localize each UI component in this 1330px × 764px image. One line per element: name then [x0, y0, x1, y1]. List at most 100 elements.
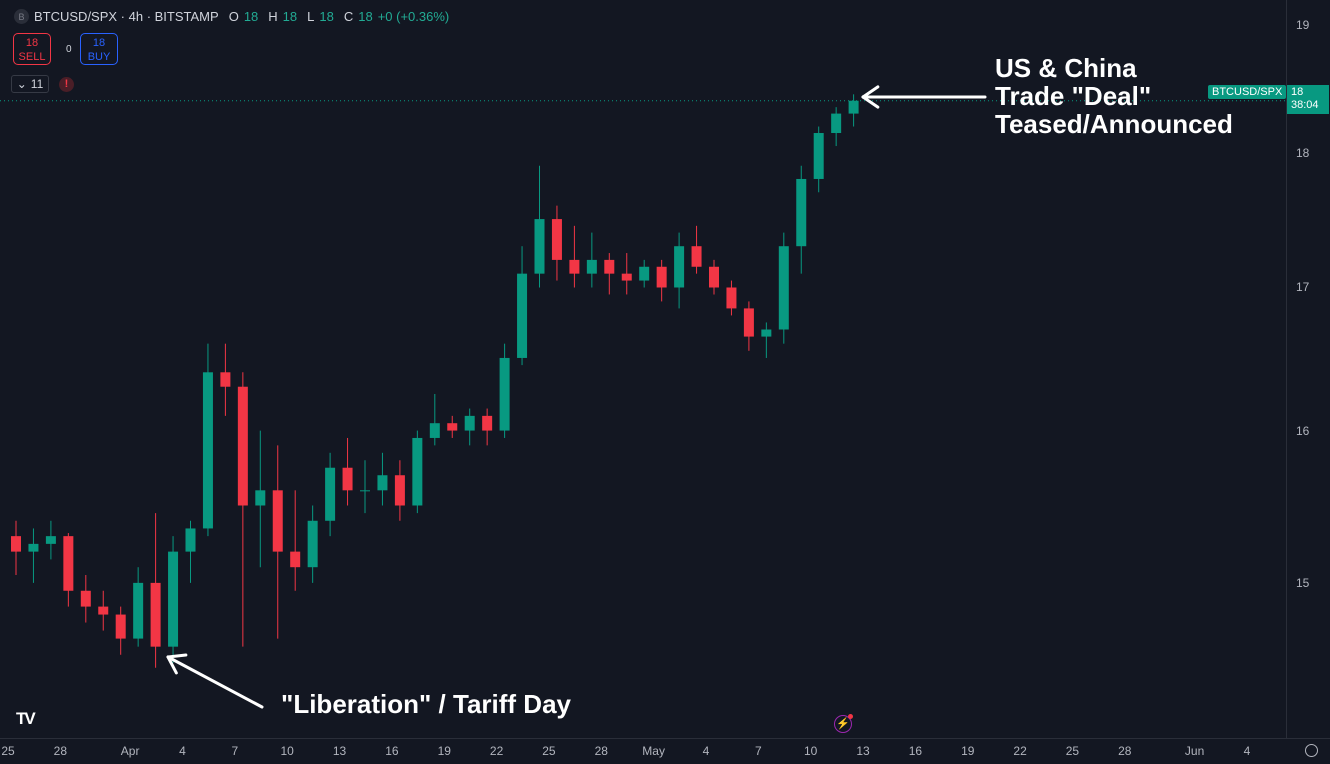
- candle-up: [831, 113, 842, 134]
- candle-down: [237, 386, 248, 506]
- candle-up: [429, 423, 440, 438]
- x-tick-label: Apr: [120, 744, 140, 758]
- candle-down: [709, 266, 719, 288]
- annotation-arrow-top-head: [861, 95, 880, 109]
- change-value: +0 (+0.36%): [377, 9, 450, 24]
- symbol-price-tag: BTCUSD/SPX: [1208, 85, 1287, 99]
- spread-value: 0: [66, 44, 72, 55]
- candle-up: [586, 259, 597, 274]
- candle-up: [796, 178, 807, 247]
- sell-price: 18: [25, 37, 39, 49]
- y-tick-label: 18: [1296, 145, 1310, 160]
- candle-down: [11, 536, 21, 552]
- high-label: H: [268, 9, 278, 24]
- annotation-arrow-bottom-head: [166, 655, 178, 675]
- annotation-arrow-top-head: [861, 85, 880, 99]
- sell-label: SELL: [18, 51, 46, 63]
- y-tick-label: 19: [1296, 18, 1310, 32]
- lightning-icon[interactable]: ⚡: [834, 714, 853, 733]
- candle-up: [778, 246, 789, 330]
- tradingview-logo[interactable]: TV: [16, 709, 36, 728]
- candle-down: [691, 246, 702, 267]
- candle-up: [534, 219, 545, 274]
- x-tick-label: 19: [437, 744, 451, 758]
- candle-down: [604, 259, 615, 274]
- annotation-line: Trade "Deal": [995, 81, 1152, 111]
- candle-down: [726, 287, 737, 309]
- price-chart[interactable]: [0, 0, 1286, 738]
- y-tick-label: 16: [1296, 423, 1310, 438]
- indicator-count: 11: [30, 77, 44, 91]
- low-value: 18: [319, 9, 334, 24]
- symbol-legend: B BTCUSD/SPX · 4h · BITSTAMP O 18 H 18 L 18…: [14, 9, 449, 24]
- x-tick-label: 28: [53, 744, 68, 758]
- x-tick-label: 28: [594, 744, 608, 758]
- high-value: 18: [282, 9, 298, 24]
- candle-up: [464, 415, 475, 431]
- annotation-arrow-bottom: [166, 655, 264, 709]
- open-value: 18: [243, 9, 259, 24]
- candle-up: [325, 467, 336, 521]
- symbol-title[interactable]: BTCUSD/SPX · 4h · BITSTAMP: [34, 9, 219, 24]
- candle-up: [499, 357, 510, 431]
- low-label: L: [307, 9, 315, 24]
- candle-up: [45, 536, 56, 544]
- x-tick-label: 7: [231, 744, 239, 758]
- candle-down: [569, 259, 580, 274]
- candle-up: [202, 372, 213, 529]
- candle-up: [377, 475, 388, 491]
- close-value: 18: [358, 9, 373, 24]
- candle-up: [28, 543, 39, 552]
- x-tick-label: 25: [1065, 744, 1080, 758]
- x-tick-label: May: [642, 744, 665, 758]
- x-tick-label: 16: [908, 744, 923, 758]
- last-price: 18: [1291, 86, 1304, 98]
- x-tick-label: 4: [1243, 744, 1251, 758]
- chevron-down-icon: ⌄: [16, 77, 27, 91]
- annotation-line: US & China: [995, 53, 1137, 83]
- symbol-logo: B: [14, 9, 29, 24]
- x-tick-label: 10: [804, 744, 818, 758]
- candle-down: [290, 551, 301, 568]
- candle-up: [639, 266, 650, 281]
- candle-down: [80, 590, 91, 607]
- annotation-trade-deal: US & China Trade "Deal" Teased/Announced: [995, 54, 1233, 138]
- candle-down: [342, 467, 353, 491]
- buy-price: 18: [92, 37, 106, 49]
- candle-down: [115, 614, 126, 639]
- x-tick-label: 25: [542, 744, 556, 758]
- candle-down: [447, 423, 458, 431]
- candle-up: [133, 582, 144, 639]
- time-axis[interactable]: [0, 738, 1330, 764]
- candle-up: [255, 490, 266, 506]
- annotation-line: Teased/Announced: [995, 109, 1233, 139]
- candle-down: [482, 415, 493, 431]
- candle-down: [621, 273, 632, 281]
- candle-up: [360, 490, 370, 492]
- x-tick-label: 13: [332, 744, 347, 758]
- x-tick-label: 22: [489, 744, 504, 758]
- y-tick-label: 15: [1296, 575, 1310, 590]
- error-alert-icon[interactable]: !: [59, 77, 74, 92]
- candle-up: [848, 100, 859, 114]
- x-tick-label: 10: [280, 744, 294, 758]
- x-tick-label: 4: [702, 744, 710, 758]
- x-tick-label: 22: [1013, 744, 1027, 758]
- price-axis[interactable]: [1286, 0, 1330, 738]
- bar-countdown: 38:04: [1291, 99, 1319, 111]
- candle-down: [63, 536, 74, 591]
- settings-icon[interactable]: [1305, 744, 1318, 757]
- last-price-label: 18 38:04: [1287, 85, 1329, 114]
- indicators-toggle[interactable]: ⌄ 11: [11, 75, 49, 93]
- y-tick-label: 17: [1296, 280, 1310, 295]
- x-tick-label: 25: [1, 744, 15, 758]
- buy-button[interactable]: 18 BUY: [80, 33, 118, 65]
- sell-button[interactable]: 18 SELL: [13, 33, 51, 65]
- candle-down: [656, 266, 667, 288]
- x-tick-label: 13: [856, 744, 870, 758]
- candle-up: [185, 528, 196, 552]
- candle-down: [220, 372, 231, 387]
- candle-up: [517, 273, 528, 358]
- candle-down: [98, 606, 109, 615]
- annotation-liberation-day: "Liberation" / Tariff Day: [281, 689, 571, 719]
